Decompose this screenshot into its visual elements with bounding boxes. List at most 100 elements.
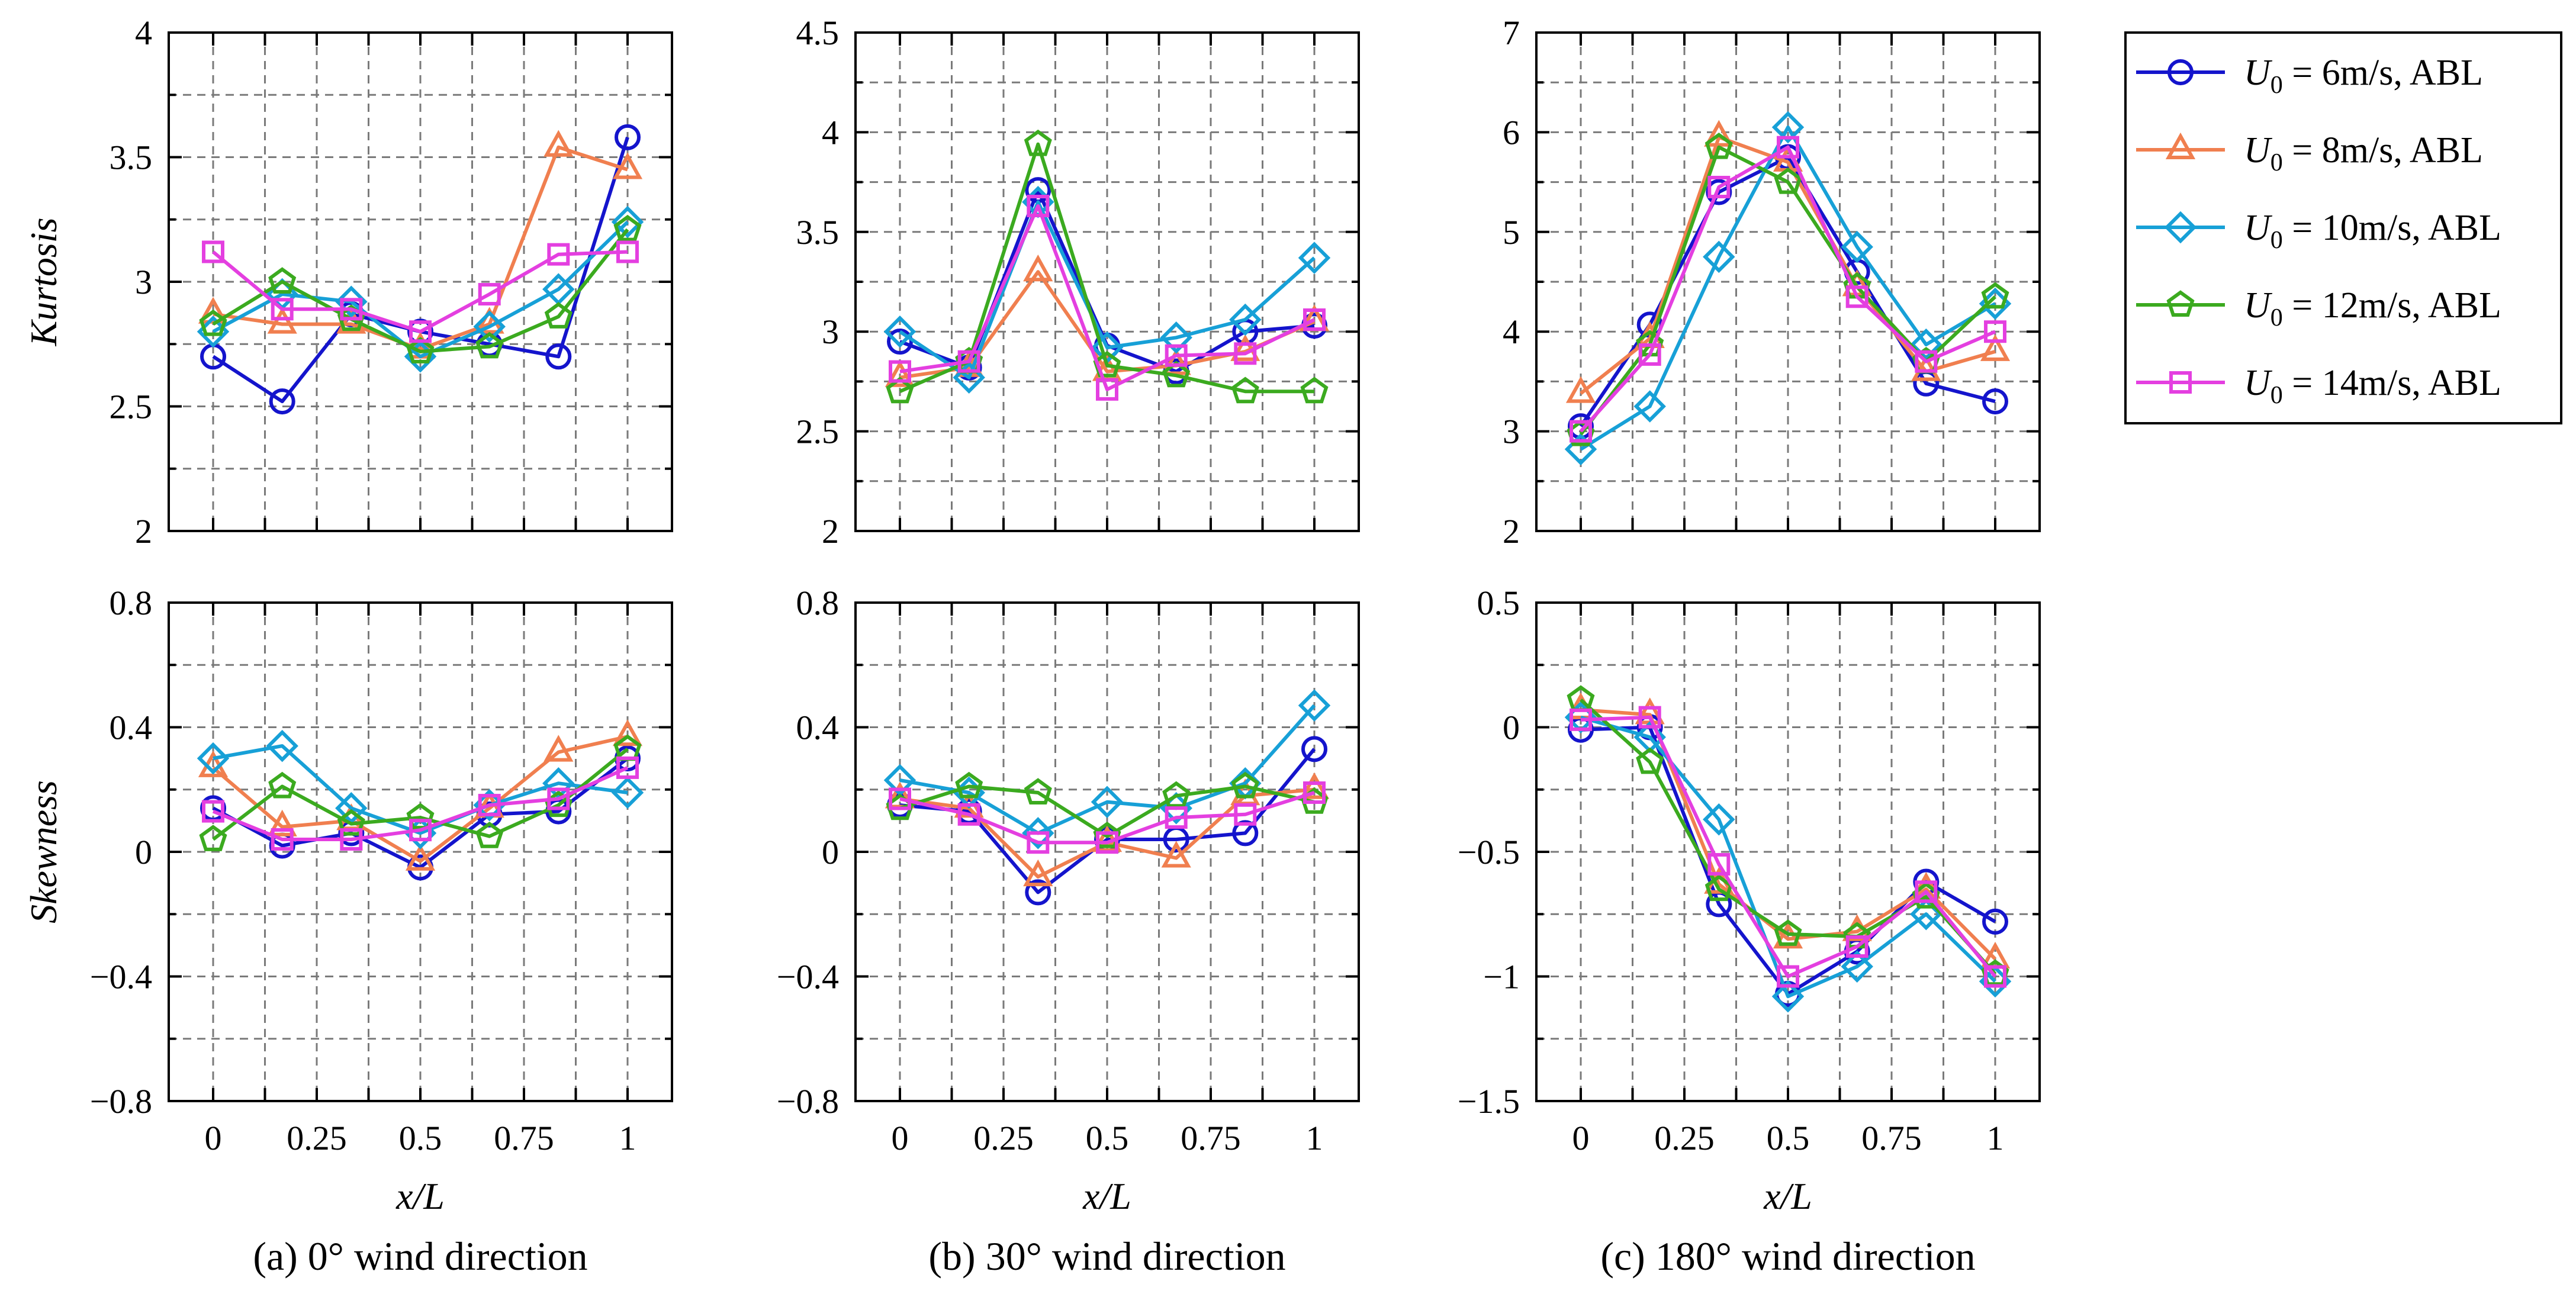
data-point-marker	[1980, 334, 2011, 361]
data-point-marker	[547, 787, 570, 810]
legend-value: 10m/s, ABL	[2322, 208, 2501, 248]
legend-marker	[2166, 290, 2195, 317]
data-point-marker	[1703, 240, 1735, 273]
y-tick-label: 7	[1503, 14, 1520, 52]
data-point-marker	[1165, 344, 1188, 367]
legend-marker	[2164, 211, 2197, 244]
data-point-marker	[615, 124, 641, 150]
series-line	[212, 228, 629, 353]
x-tick-label: 0	[892, 1119, 909, 1157]
data-point-marker	[1027, 195, 1050, 218]
data-point-marker	[1161, 348, 1191, 375]
x-tick-label: 1	[619, 1119, 636, 1157]
data-point-marker	[1160, 321, 1192, 354]
series-line	[212, 250, 628, 334]
data-point-marker	[883, 315, 916, 348]
data-point-marker	[1025, 879, 1051, 906]
series-line	[899, 200, 1316, 379]
panel-caption: (c) 180° wind direction	[1600, 1234, 1975, 1279]
data-point-marker	[266, 729, 298, 762]
data-point-marker	[611, 776, 644, 809]
legend-equals: =	[2283, 53, 2322, 93]
data-point-marker	[1841, 950, 1873, 983]
y-tick-label: −0.5	[1458, 833, 1520, 871]
data-point-marker	[1300, 376, 1329, 404]
data-point-marker	[1773, 922, 1803, 949]
y-tick-label: 0	[822, 833, 839, 871]
data-point-marker	[473, 310, 506, 343]
data-point-marker	[1703, 803, 1735, 836]
data-point-marker	[1565, 376, 1596, 403]
data-point-marker	[1234, 803, 1257, 826]
x-axis-label: x/L	[1082, 1175, 1131, 1217]
y-tick-label: 0.4	[796, 709, 840, 747]
data-point-marker	[1161, 841, 1191, 868]
panel-a-kurtosis: 2 2.5 3 3.5 4 Kurtosis	[22, 14, 673, 551]
data-point-marker	[1910, 328, 1943, 361]
data-point-marker	[887, 329, 913, 355]
y-tick-label: −0.4	[777, 958, 839, 996]
y-tick-label: 0	[135, 833, 152, 871]
data-point-marker	[1234, 342, 1257, 365]
data-point-marker	[1707, 853, 1731, 876]
data-point-marker	[542, 767, 575, 800]
data-point-marker	[1771, 980, 1805, 1013]
data-point-marker	[1231, 771, 1259, 799]
legend-value: 8m/s, ABL	[2322, 130, 2483, 170]
legend-symbol: U	[2244, 53, 2273, 93]
x-tick-label: 0	[1572, 1119, 1590, 1157]
data-point-marker	[1984, 320, 2006, 343]
data-point-marker	[1704, 120, 1734, 147]
data-point-marker	[269, 388, 295, 415]
legend-subscript: 0	[2271, 382, 2283, 409]
legend-label: U0 = 6m/s, ABL	[2244, 53, 2483, 99]
data-point-marker	[1771, 111, 1805, 144]
data-point-marker	[1232, 820, 1259, 847]
legend-label: U0 = 10m/s, ABL	[2244, 208, 2501, 254]
series-10m-s	[1564, 111, 2012, 466]
legend-subscript: 0	[2271, 304, 2283, 332]
series-14m-s	[202, 756, 639, 851]
legend-value: 14m/s, ABL	[2322, 363, 2501, 403]
data-point-marker	[1564, 433, 1597, 466]
x-tick-label: 0.75	[1861, 1119, 1922, 1157]
panel-c-kurtosis: 2 3 4 5 6 7	[1503, 14, 2041, 551]
x-tick-label: 0.5	[1086, 1119, 1129, 1157]
panel-caption: (a) 0° wind direction	[253, 1234, 587, 1279]
series-line	[213, 744, 628, 835]
y-tick-label: 0.5	[1477, 584, 1520, 622]
legend-subscript: 0	[2271, 72, 2283, 99]
data-point-marker	[1707, 176, 1731, 199]
data-point-marker	[953, 361, 985, 394]
x-axis-label: x/L	[1763, 1175, 1812, 1217]
legend-entry: U0 = 6m/s, ABL	[2136, 53, 2483, 99]
legend-equals: =	[2283, 363, 2322, 403]
data-point-marker	[1298, 689, 1331, 722]
data-point-marker	[1774, 919, 1802, 946]
data-point-marker	[616, 756, 639, 779]
series-line	[899, 704, 1316, 835]
data-point-marker	[340, 828, 363, 851]
data-point-marker	[547, 243, 570, 266]
legend-marker	[2167, 59, 2194, 85]
data-point-marker	[1023, 859, 1053, 887]
x-tick-label: 0.25	[287, 1119, 347, 1157]
legend-symbol: U	[2244, 208, 2273, 248]
legend-symbol: U	[2244, 285, 2273, 326]
data-point-marker	[340, 298, 363, 321]
series-line	[1580, 708, 1997, 961]
data-point-marker	[543, 130, 574, 157]
y-tick-label: 3.5	[796, 213, 840, 252]
series-line	[899, 748, 1316, 894]
series-line	[1580, 715, 1997, 979]
legend-label: U0 = 12m/s, ABL	[2244, 285, 2501, 332]
y-tick-label: 2	[1503, 512, 1520, 551]
series-12m-s	[199, 734, 642, 851]
series-14m-s	[889, 195, 1326, 401]
data-point-marker	[1299, 772, 1330, 799]
data-point-marker	[1230, 334, 1260, 361]
series-10m-s	[883, 186, 1331, 394]
data-point-marker	[1303, 308, 1326, 331]
data-point-marker	[1915, 880, 1938, 903]
series-line	[1579, 698, 1997, 976]
